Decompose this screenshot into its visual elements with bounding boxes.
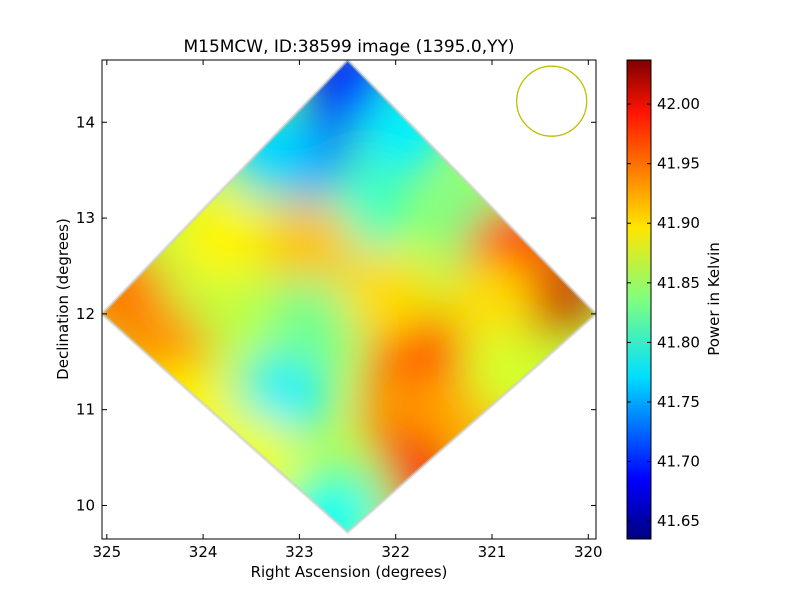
heatmap-region-25 bbox=[267, 277, 360, 370]
x-tick-label: 323 bbox=[285, 543, 314, 561]
y-tick-label: 11 bbox=[76, 401, 95, 419]
colorbar-tick-label: 42.00 bbox=[657, 95, 700, 113]
y-axis-ticks: 10 11 12 13 14 bbox=[76, 113, 596, 514]
y-axis-label: Declination (degrees) bbox=[54, 218, 72, 380]
x-tick-label: 320 bbox=[574, 543, 603, 561]
colorbar-tick-label: 41.80 bbox=[657, 333, 700, 351]
beam-circle bbox=[516, 65, 588, 137]
y-tick-label: 13 bbox=[76, 209, 95, 227]
colorbar-tick-label: 41.75 bbox=[657, 393, 700, 411]
colorbar-tick-label: 41.95 bbox=[657, 155, 700, 173]
y-tick-label: 12 bbox=[76, 305, 95, 323]
heatmap-region-13 bbox=[465, 325, 558, 418]
heatmap-region-20 bbox=[176, 191, 269, 284]
x-tick-label: 324 bbox=[189, 543, 218, 561]
colorbar-tick-label: 41.70 bbox=[657, 453, 700, 471]
plot-area bbox=[102, 60, 596, 535]
heatmap-region-2 bbox=[224, 105, 317, 197]
axes-frame bbox=[101, 59, 597, 540]
x-tick-label: 322 bbox=[381, 543, 410, 561]
colorbar-ticks: 41.65 41.70 41.75 41.80 41.85 41.90 41.95 42.00 bbox=[627, 95, 700, 530]
x-axis-label: Right Ascension (degrees) bbox=[251, 563, 448, 581]
colorbar-tick-label: 41.85 bbox=[657, 274, 700, 292]
heatmap-region-26 bbox=[340, 248, 433, 341]
x-axis-ticks: 325 324 323 322 321 320 bbox=[92, 60, 603, 561]
chart-title: M15MCW, ID:38599 image (1395.0,YY) bbox=[183, 37, 514, 57]
colorbar-tick-label: 41.90 bbox=[657, 214, 700, 232]
colorbar bbox=[626, 59, 652, 540]
x-tick-label: 325 bbox=[92, 543, 121, 561]
heatmap-region-10 bbox=[359, 363, 452, 456]
x-tick-label: 321 bbox=[478, 543, 507, 561]
colorbar-tick-label: 41.65 bbox=[657, 512, 700, 530]
heatmap-regions bbox=[102, 60, 591, 533]
footprint-edge bbox=[102, 60, 596, 535]
y-tick-label: 10 bbox=[76, 496, 95, 514]
heatmap-region-19 bbox=[263, 200, 355, 293]
y-tick-label: 14 bbox=[76, 113, 95, 131]
heatmap-region-23 bbox=[137, 363, 230, 456]
colorbar-label: Power in Kelvin bbox=[705, 242, 723, 356]
heatmap-region-24 bbox=[205, 411, 298, 504]
